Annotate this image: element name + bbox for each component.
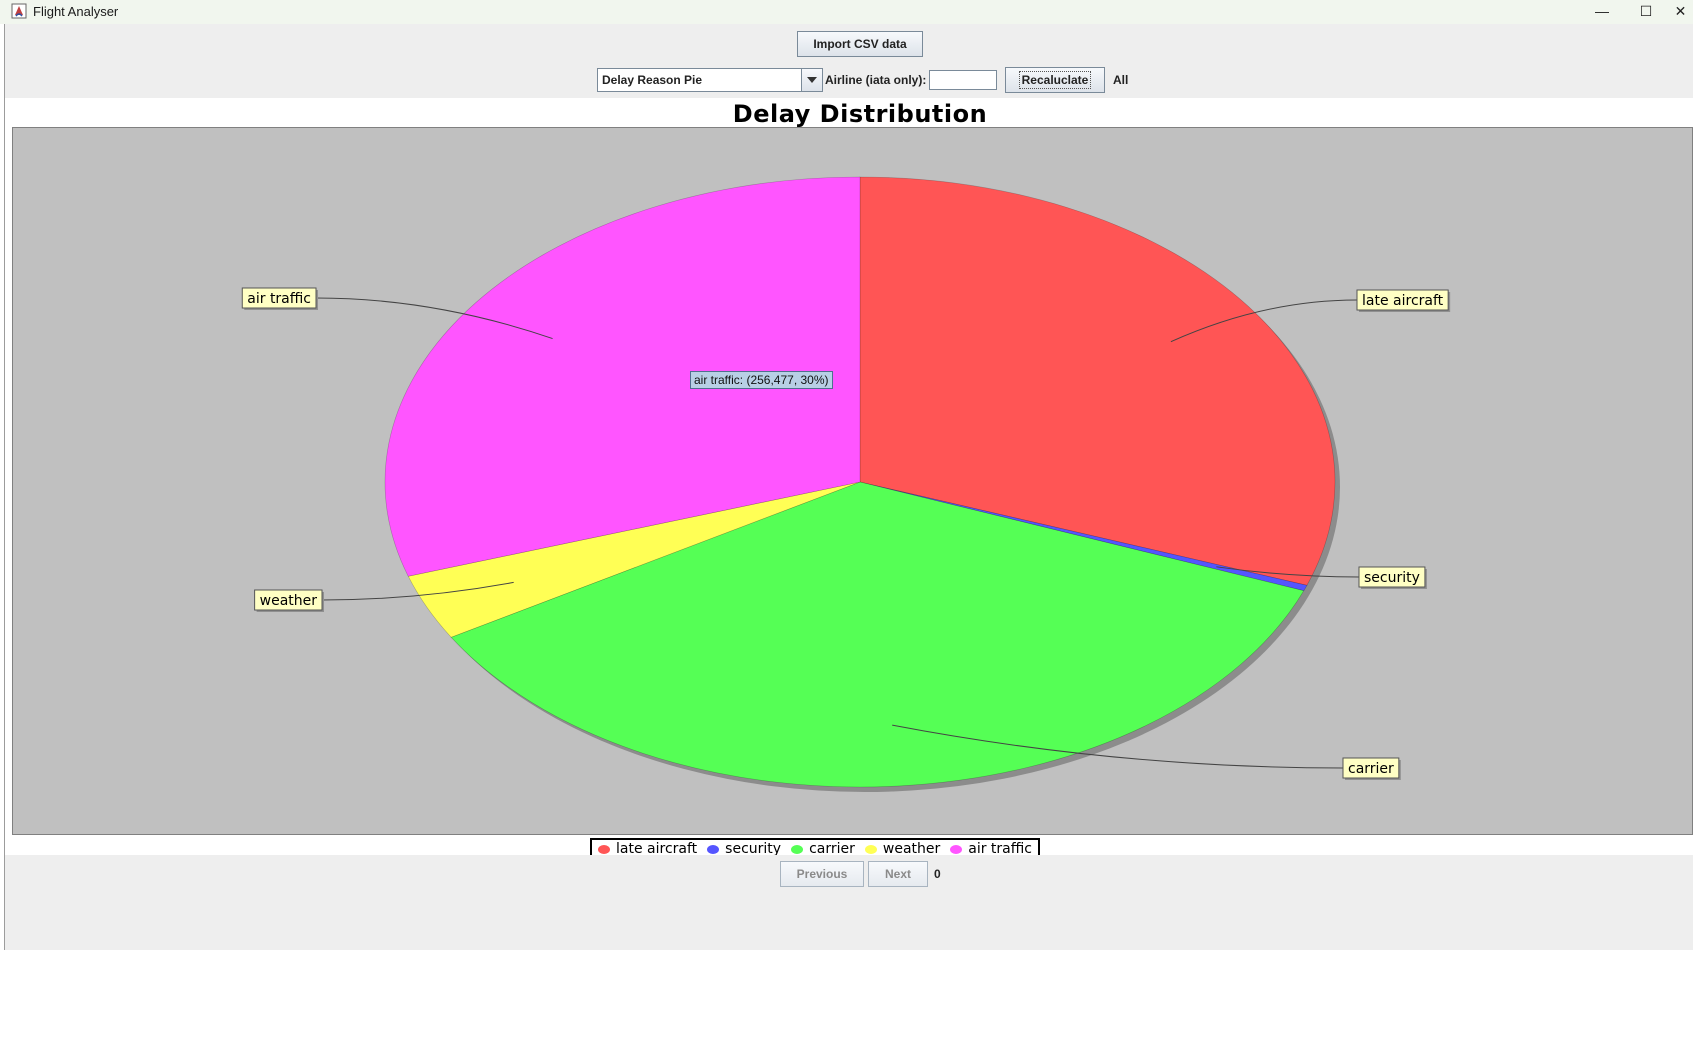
pie-slice-late-aircraft[interactable] [859,176,1336,586]
legend-swatch-icon [707,844,720,854]
legend-label: late aircraft [616,841,698,857]
title-bar: Flight Analyser — ☐ ✕ [0,0,1693,25]
legend-item-late-aircraft: late aircraft [598,841,697,857]
chevron-down-icon[interactable] [801,69,822,91]
legend-swatch-icon [864,844,877,854]
filter-status-label: All [1113,73,1129,87]
page-number: 0 [934,867,941,881]
pie-slice-air-traffic[interactable] [384,176,861,577]
leader-line-weather [321,581,514,601]
legend-swatch-icon [598,844,610,854]
legend-label: security [725,841,782,857]
chart-title: Delay Distribution [732,100,988,128]
pie-label-late-aircraft: late aircraft [1356,289,1451,312]
legend-label: weather [882,841,941,857]
legend-swatch-icon [950,844,963,854]
chart-panel: Delay Distribution late aircraft security… [5,98,1693,860]
java-app-icon [11,3,27,19]
window-title: Flight Analyser [33,4,119,19]
leader-line-security [1216,566,1360,578]
pie-slice-carrier[interactable] [450,481,1305,788]
svg-text:weather: weather [260,593,318,609]
legend-item-security: security [707,841,781,857]
pie-label-air-traffic: air traffic [241,287,318,310]
leader-line-late-aircraft [1170,299,1358,343]
chart-type-select[interactable]: Delay Reason Pie [597,68,823,92]
recalculate-button[interactable]: Recaluclate [1005,67,1105,93]
legend-item-carrier: carrier [791,841,855,857]
legend-label: carrier [809,841,855,857]
leader-line-carrier [892,724,1344,769]
pie-slice-weather[interactable] [407,481,861,638]
navigation-bar: Previous Next 0 [5,855,1693,950]
maximize-icon[interactable]: ☐ [1639,3,1653,19]
next-button[interactable]: Next [868,861,928,887]
pie-label-weather: weather [254,589,324,612]
svg-text:security: security [1364,570,1420,586]
pie-slice-security[interactable] [859,481,1308,592]
airline-label: Airline (iata only): [825,73,927,87]
pie-label-carrier: carrier [1342,757,1401,780]
chart-type-select-value: Delay Reason Pie [602,73,703,87]
airline-input[interactable] [929,70,997,90]
slice-tooltip: air traffic: (256,477, 30%) [690,371,833,389]
legend-swatch-icon [791,844,804,854]
leader-line-air-traffic [315,297,553,340]
import-csv-button[interactable]: Import CSV data [797,31,923,57]
legend-item-weather: weather [864,841,941,857]
legend-item-air-traffic: air traffic [950,841,1032,857]
minimize-icon[interactable]: — [1595,3,1609,19]
pie-chart[interactable]: late aircraft security carrier weather air t… [13,128,1692,834]
svg-text:carrier: carrier [1348,761,1394,777]
svg-text:late aircraft: late aircraft [1362,293,1444,309]
legend-label: air traffic [968,841,1032,857]
svg-text:air traffic: air traffic [247,291,311,307]
desktop-background [0,950,1693,1047]
plot-area: late aircraft security carrier weather air t… [12,127,1693,835]
left-window-edge [0,24,5,950]
previous-button[interactable]: Previous [780,861,864,887]
toolbar: Import CSV data Delay Reason Pie Airline… [5,24,1693,98]
close-icon[interactable]: ✕ [1674,3,1687,19]
pie-label-security: security [1358,566,1427,589]
recalculate-button-label: Recaluclate [1018,71,1092,89]
main-content: Import CSV data Delay Reason Pie Airline… [5,24,1693,950]
app-window: Flight Analyser — ☐ ✕ Import CSV data De… [0,0,1693,950]
